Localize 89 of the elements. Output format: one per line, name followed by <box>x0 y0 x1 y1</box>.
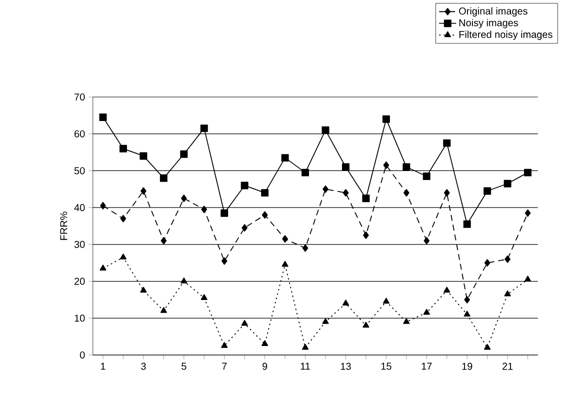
point <box>262 340 268 346</box>
x-tick-label: 3 <box>141 362 146 370</box>
point <box>281 154 289 162</box>
point <box>242 224 248 232</box>
point <box>282 235 288 243</box>
point <box>362 194 370 202</box>
point <box>484 187 492 195</box>
point <box>383 161 390 169</box>
x-tick-label: 9 <box>262 362 268 370</box>
point <box>403 189 410 197</box>
x-tick-label: 21 <box>502 362 513 370</box>
point <box>200 294 208 300</box>
legend-label: Original images <box>459 7 528 17</box>
point <box>464 296 470 304</box>
point <box>302 244 308 252</box>
x-tick-label: 19 <box>462 362 472 370</box>
point <box>140 187 146 195</box>
point <box>504 290 511 296</box>
y-tick-label: 0 <box>80 351 85 359</box>
y-tick-label: 60 <box>74 130 85 138</box>
point <box>302 344 309 350</box>
point <box>524 168 532 176</box>
x-tick-label: 11 <box>300 362 310 370</box>
point <box>100 264 106 270</box>
point <box>120 254 127 260</box>
point <box>261 189 269 197</box>
y-tick-label: 30 <box>74 240 85 248</box>
point <box>201 206 208 214</box>
point <box>322 126 330 134</box>
point <box>322 185 328 193</box>
point <box>484 344 491 350</box>
point <box>342 300 350 306</box>
y-tick-label: 50 <box>74 167 85 174</box>
point <box>160 174 168 182</box>
point <box>342 189 349 197</box>
point <box>180 150 188 158</box>
y-tick-label: 10 <box>74 314 85 322</box>
x-tick-label: 7 <box>222 362 227 370</box>
point <box>463 220 471 228</box>
point <box>382 115 390 123</box>
point <box>444 189 450 197</box>
point <box>422 172 430 180</box>
point <box>160 237 167 244</box>
y-tick-label: 20 <box>74 278 85 285</box>
point <box>504 180 512 188</box>
point <box>220 209 228 217</box>
point <box>99 114 107 122</box>
y-tick-label: 70 <box>74 93 85 101</box>
x-tick-label: 15 <box>381 362 392 370</box>
x-tick-label: 5 <box>182 362 186 370</box>
point <box>504 255 510 263</box>
point <box>443 139 451 147</box>
point <box>444 286 450 293</box>
point <box>403 318 410 324</box>
point <box>160 307 167 313</box>
point <box>484 259 490 267</box>
point <box>100 202 106 210</box>
point <box>119 144 127 152</box>
point <box>382 298 390 304</box>
x-tick-label: 13 <box>340 362 351 370</box>
point <box>342 163 350 171</box>
point <box>262 211 268 219</box>
x-tick-label: 17 <box>422 362 432 370</box>
point <box>302 168 310 176</box>
x-tick-label: 1 <box>100 362 106 370</box>
legend-label: Filtered noisy images <box>459 30 552 40</box>
point <box>140 152 148 160</box>
point <box>524 276 532 282</box>
point <box>221 257 228 265</box>
point <box>363 231 369 239</box>
point <box>424 237 430 244</box>
y-tick-label: 40 <box>74 204 85 212</box>
y-axis-title: FRR% <box>60 212 68 240</box>
point <box>402 163 410 171</box>
point <box>524 209 531 217</box>
point <box>180 194 187 202</box>
legend-label: Noisy images <box>459 18 518 28</box>
point <box>200 124 208 132</box>
point <box>423 308 430 315</box>
point <box>282 260 288 267</box>
point <box>221 342 228 348</box>
point <box>140 286 147 293</box>
point <box>241 320 248 326</box>
point <box>180 278 188 284</box>
point <box>120 214 126 222</box>
point <box>362 322 370 328</box>
point <box>240 182 248 190</box>
point <box>322 318 329 324</box>
point <box>464 310 470 317</box>
